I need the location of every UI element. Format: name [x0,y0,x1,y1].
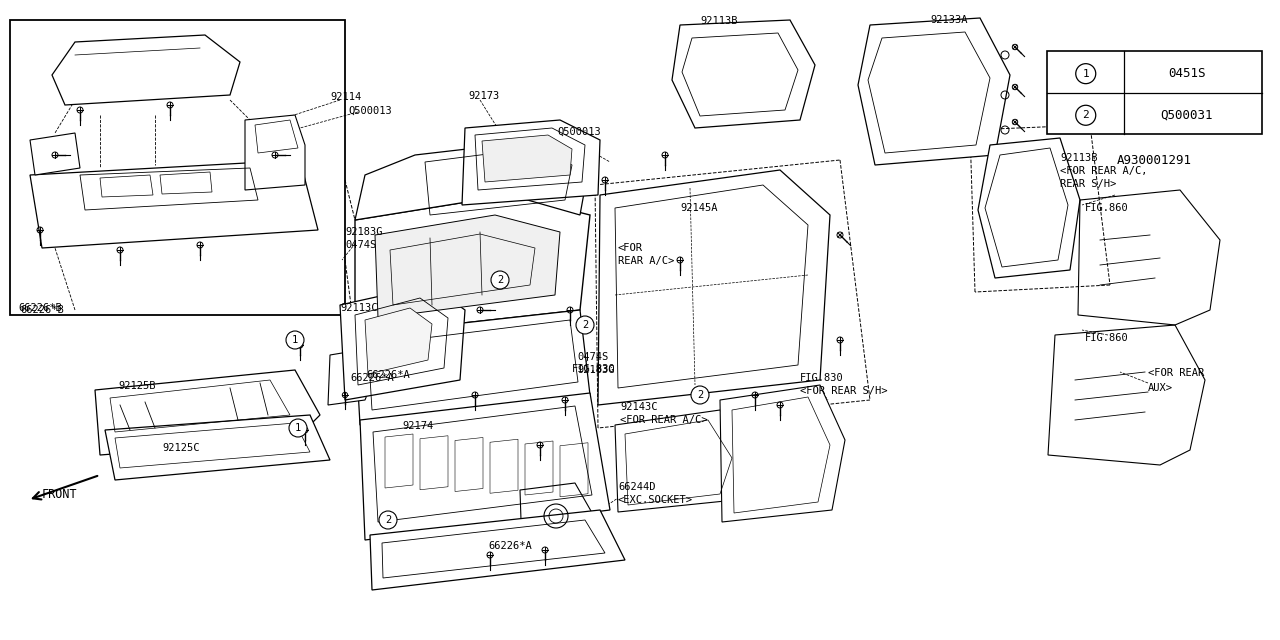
Circle shape [285,331,305,349]
Text: <FOR REAR A/C>: <FOR REAR A/C> [620,415,708,425]
Circle shape [492,271,509,289]
Polygon shape [29,133,79,175]
Polygon shape [520,483,595,550]
Text: 92113B: 92113B [1060,153,1097,163]
Bar [1047,51,1262,134]
Polygon shape [858,18,1010,165]
Text: 66226*B: 66226*B [18,303,61,313]
Text: <FOR: <FOR [618,243,643,253]
Circle shape [289,419,307,437]
Polygon shape [978,138,1080,278]
Text: 2: 2 [497,275,503,285]
Bar [10,20,346,315]
Polygon shape [29,160,317,248]
Text: FRONT: FRONT [42,488,78,500]
Text: 66226*A: 66226*A [488,541,531,551]
Circle shape [1075,105,1096,125]
Text: A930001291: A930001291 [1117,154,1192,168]
Text: 2: 2 [1083,110,1089,120]
Text: FIG.860: FIG.860 [1085,203,1129,213]
Text: REAR A/C>: REAR A/C> [618,256,675,266]
Text: 92143C: 92143C [620,402,658,412]
Text: REAR S/H>: REAR S/H> [1060,179,1116,189]
Polygon shape [672,20,815,128]
Text: FIG.860: FIG.860 [1085,333,1129,343]
Polygon shape [95,370,320,455]
Text: 92133A: 92133A [931,15,968,25]
Polygon shape [360,393,611,540]
Text: 0474S: 0474S [346,240,376,250]
Text: 2: 2 [385,515,392,525]
Circle shape [576,316,594,334]
Text: <FOR REAR: <FOR REAR [1148,368,1204,378]
Text: 2: 2 [582,320,588,330]
Polygon shape [244,115,305,190]
Circle shape [691,386,709,404]
Text: Q500013: Q500013 [348,106,392,116]
Polygon shape [719,385,845,522]
Polygon shape [328,350,375,405]
Polygon shape [365,308,433,374]
Text: 1: 1 [294,423,301,433]
Text: 92114: 92114 [330,92,361,102]
Polygon shape [105,415,330,480]
Polygon shape [370,510,625,590]
Polygon shape [355,195,590,335]
Text: 1: 1 [292,335,298,345]
Text: 92174: 92174 [402,421,433,431]
Circle shape [379,511,397,529]
Polygon shape [375,215,561,318]
Text: <FOR REAR A/C,: <FOR REAR A/C, [1060,166,1147,176]
Text: 66244D: 66244D [618,482,655,492]
Text: 92183G: 92183G [346,227,383,237]
Text: Q500013: Q500013 [557,127,600,137]
Text: 92125C: 92125C [163,443,200,453]
Text: 66226*A: 66226*A [349,373,394,383]
Text: 66226*A: 66226*A [366,370,410,380]
Text: Q500031: Q500031 [1161,109,1213,122]
Text: 92113B: 92113B [700,16,737,26]
Polygon shape [355,310,590,425]
Text: 66226*B: 66226*B [20,305,64,315]
Text: 1: 1 [1083,68,1089,79]
Text: 92173: 92173 [468,91,499,101]
Circle shape [1075,63,1096,84]
Text: 2: 2 [696,390,703,400]
Text: FIG.830: FIG.830 [800,373,844,383]
Polygon shape [340,285,465,400]
Text: 92145A: 92145A [680,203,718,213]
Text: 0474S: 0474S [577,352,608,362]
Text: 92183G: 92183G [577,365,614,375]
Text: 92113C: 92113C [340,303,378,313]
Polygon shape [462,120,600,205]
Text: FIG.830: FIG.830 [572,364,616,374]
Text: 92125B: 92125B [118,381,155,391]
Text: <EXC.SOCKET>: <EXC.SOCKET> [618,495,692,505]
Polygon shape [355,140,590,220]
Polygon shape [598,170,829,405]
Text: AUX>: AUX> [1148,383,1172,393]
Polygon shape [614,410,748,512]
Polygon shape [483,135,572,182]
Text: <FOR REAR S/H>: <FOR REAR S/H> [800,386,887,396]
Text: 0451S: 0451S [1169,67,1206,80]
Polygon shape [52,35,241,105]
